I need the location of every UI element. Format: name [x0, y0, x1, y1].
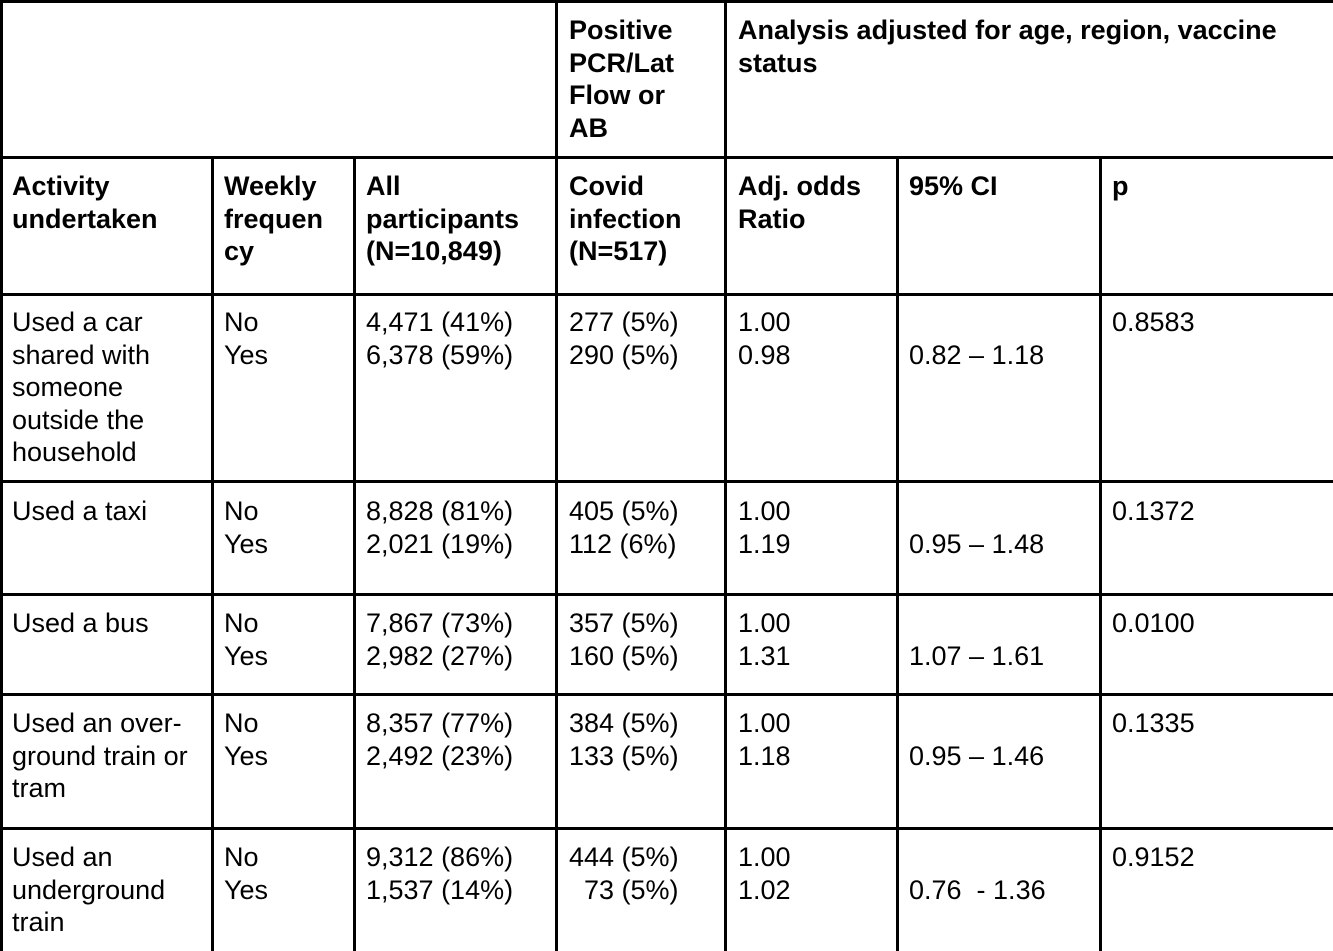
rule-left [0, 0, 3, 951]
table-cell-odds: 1.00 1.02 [738, 842, 791, 905]
table-cell-covid: 357 (5%) 160 (5%) [569, 608, 679, 671]
table-cell-p: 0.1372 [1112, 496, 1195, 526]
table-cell-frequency: No Yes [224, 842, 269, 905]
table-cell-ci: 0.82 – 1.18 [909, 339, 1045, 370]
table-cell-all: 8,357 (77%) 2,492 (23%) [366, 708, 514, 771]
col-header-odds: Adj. odds Ratio [738, 171, 861, 234]
table-cell-activity: Used a car shared with someone outside t… [12, 307, 151, 467]
table-cell-ci: 0.95 – 1.46 [909, 740, 1045, 771]
col-header-p: p [1112, 171, 1129, 201]
rule-header-mid [0, 156, 1333, 159]
rule-row-2 [0, 593, 1333, 596]
table-cell-all: 8,828 (81%) 2,021 (19%) [366, 496, 514, 559]
table-cell-ci: 1.07 – 1.61 [909, 640, 1045, 671]
table-cell-activity: Used an over- ground train or tram [12, 708, 188, 803]
rule-col-odds [724, 0, 727, 951]
col-header-activity: Activity undertaken [12, 171, 158, 234]
rule-col-all [353, 156, 356, 951]
positive-test-header: Positive PCR/Lat Flow or AB [569, 15, 675, 143]
table-cell-odds: 1.00 1.18 [738, 708, 791, 771]
col-header-frequency: Weekly frequen cy [224, 171, 324, 266]
table-cell-covid: 384 (5%) 133 (5%) [569, 708, 679, 771]
analysis-header: Analysis adjusted for age, region, vacci… [738, 15, 1277, 78]
rule-row-4 [0, 827, 1333, 830]
table-cell-activity: Used a taxi [12, 496, 148, 526]
table-cell-covid: 444 (5%) 73 (5%) [569, 842, 679, 905]
rule-row-3 [0, 693, 1333, 696]
table-cell-odds: 1.00 0.98 [738, 307, 791, 370]
table-cell-all: 9,312 (86%) 1,537 (14%) [366, 842, 514, 905]
rule-col-covid [555, 0, 558, 951]
table-cell-covid: 405 (5%) 112 (6%) [569, 496, 679, 559]
rule-top [0, 0, 1333, 3]
table-cell-p: 0.9152 [1112, 842, 1195, 872]
table-cell-odds: 1.00 1.19 [738, 496, 791, 559]
table-cell-ci: 0.95 – 1.48 [909, 528, 1045, 559]
table-cell-frequency: No Yes [224, 496, 269, 559]
table-cell-p: 0.8583 [1112, 307, 1195, 337]
rule-col-ci [896, 156, 899, 951]
rule-header-bottom [0, 293, 1333, 296]
table-cell-covid: 277 (5%) 290 (5%) [569, 307, 679, 370]
table-cell-frequency: No Yes [224, 608, 269, 671]
table-cell-p: 0.0100 [1112, 608, 1195, 638]
table-cell-frequency: No Yes [224, 708, 269, 771]
table-cell-frequency: No Yes [224, 307, 269, 370]
rule-col-freq [211, 156, 214, 951]
table-cell-ci: 0.76 - 1.36 [909, 874, 1046, 905]
col-header-covid: Covid infection (N=517) [569, 171, 682, 266]
col-header-all: All participants (N=10,849) [366, 171, 520, 266]
table-cell-all: 7,867 (73%) 2,982 (27%) [366, 608, 514, 671]
table-cell-activity: Used a bus [12, 608, 149, 638]
rule-col-p [1099, 156, 1102, 951]
table-cell-p: 0.1335 [1112, 708, 1195, 738]
table-cell-all: 4,471 (41%) 6,378 (59%) [366, 307, 514, 370]
table-cell-odds: 1.00 1.31 [738, 608, 791, 671]
rule-row-1 [0, 480, 1333, 483]
col-header-ci: 95% CI [909, 171, 998, 201]
table-cell-activity: Used an underground train [12, 842, 166, 937]
